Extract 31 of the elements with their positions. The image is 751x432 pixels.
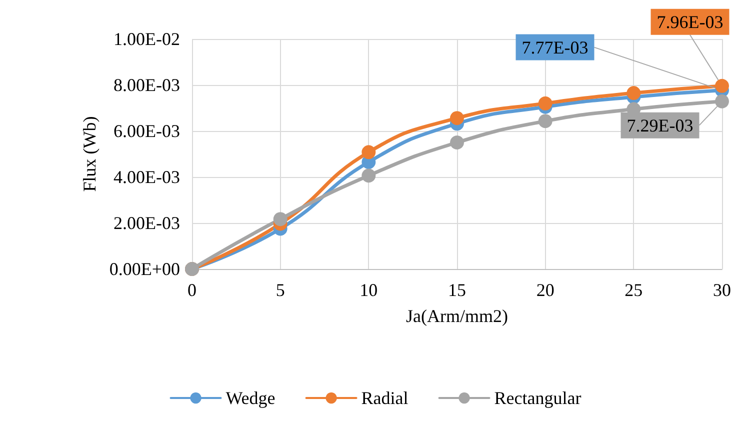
y-axis-title: Flux (Wb) xyxy=(79,116,100,192)
point xyxy=(715,78,729,93)
x-tick-label: 10 xyxy=(360,280,378,300)
data-label: 7.77E-03 xyxy=(522,37,588,58)
x-axis-title: Ja(Arm/mm2) xyxy=(406,306,508,326)
point xyxy=(450,136,464,150)
point xyxy=(538,96,552,110)
legend-label: Rectangular xyxy=(494,388,582,408)
y-tick-label: 0.00E+00 xyxy=(109,259,180,279)
y-tick-label: 6.00E-03 xyxy=(114,121,180,141)
y-tick-label: 2.00E-03 xyxy=(114,213,180,233)
point xyxy=(715,94,729,108)
x-tick-label: 25 xyxy=(624,280,643,300)
legend-label: Wedge xyxy=(226,388,276,408)
y-tick-label: 1.00E-02 xyxy=(114,29,180,49)
y-tick-label: 4.00E-03 xyxy=(114,167,180,187)
y-tick-label: 8.00E-03 xyxy=(114,75,180,95)
x-tick-label: 20 xyxy=(536,280,554,300)
point xyxy=(362,145,376,160)
point xyxy=(273,212,288,226)
x-tick-label: 5 xyxy=(276,280,285,300)
point xyxy=(362,168,376,183)
x-tick-label: 30 xyxy=(713,280,731,300)
x-tick-label: 0 xyxy=(188,280,196,300)
data-label: 7.29E-03 xyxy=(626,115,694,136)
legend-label: Radial xyxy=(361,388,408,408)
point xyxy=(450,111,464,126)
point xyxy=(538,114,552,128)
point xyxy=(626,86,641,100)
data-label: 7.96E-03 xyxy=(656,12,724,32)
x-tick-label: 15 xyxy=(448,280,466,300)
